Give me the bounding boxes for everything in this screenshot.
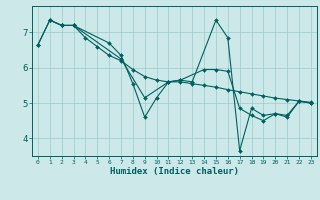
X-axis label: Humidex (Indice chaleur): Humidex (Indice chaleur): [110, 167, 239, 176]
